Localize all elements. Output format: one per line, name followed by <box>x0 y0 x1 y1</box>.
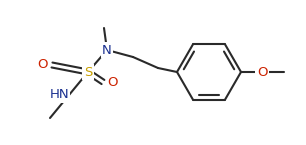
Text: N: N <box>102 44 112 57</box>
Text: O: O <box>257 66 267 78</box>
Text: S: S <box>84 66 92 78</box>
Text: HN: HN <box>49 88 69 102</box>
Text: O: O <box>107 76 118 88</box>
Text: O: O <box>38 58 48 71</box>
